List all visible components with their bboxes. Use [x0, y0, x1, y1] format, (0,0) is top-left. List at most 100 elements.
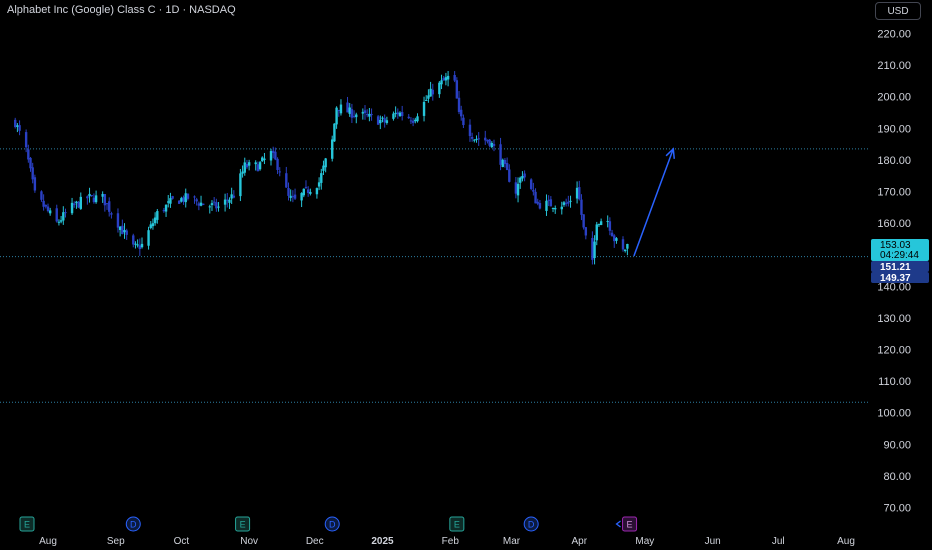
candle[interactable]	[123, 223, 126, 239]
candle[interactable]	[608, 217, 612, 236]
candle[interactable]	[324, 157, 327, 173]
candle[interactable]	[108, 197, 111, 217]
candle[interactable]	[591, 231, 594, 265]
candle[interactable]	[407, 113, 410, 120]
candle[interactable]	[549, 196, 553, 207]
candle[interactable]	[333, 123, 336, 142]
candle[interactable]	[547, 195, 550, 207]
candle[interactable]	[149, 221, 152, 230]
candle[interactable]	[473, 139, 476, 143]
candle[interactable]	[462, 114, 465, 129]
candle[interactable]	[134, 241, 137, 249]
candle[interactable]	[136, 239, 139, 248]
candle[interactable]	[300, 192, 303, 208]
candle[interactable]	[569, 195, 572, 208]
candle[interactable]	[379, 115, 382, 130]
candle[interactable]	[306, 186, 310, 197]
candle[interactable]	[595, 221, 598, 246]
candle[interactable]	[197, 201, 201, 211]
candle[interactable]	[337, 109, 340, 117]
candle[interactable]	[521, 171, 524, 182]
candle[interactable]	[427, 89, 430, 103]
candle[interactable]	[564, 198, 568, 207]
candle[interactable]	[317, 177, 321, 191]
candle[interactable]	[256, 161, 260, 172]
candle[interactable]	[48, 207, 52, 216]
candle[interactable]	[492, 139, 496, 152]
candle[interactable]	[551, 207, 555, 213]
candle[interactable]	[446, 70, 450, 87]
candle[interactable]	[396, 108, 400, 119]
candle[interactable]	[287, 182, 290, 201]
candle[interactable]	[285, 166, 288, 188]
dividend-marker[interactable]: D	[523, 516, 539, 532]
candle[interactable]	[46, 203, 50, 213]
candle[interactable]	[554, 205, 557, 214]
candle[interactable]	[230, 187, 233, 204]
candle[interactable]	[503, 158, 507, 168]
candle[interactable]	[223, 193, 227, 212]
candle[interactable]	[14, 117, 17, 129]
candle[interactable]	[597, 223, 601, 227]
candle[interactable]	[90, 194, 93, 197]
candle[interactable]	[414, 117, 417, 124]
earnings-marker[interactable]: E	[615, 516, 638, 532]
candle[interactable]	[363, 105, 367, 120]
candle[interactable]	[514, 176, 518, 199]
candle[interactable]	[398, 111, 402, 117]
candle[interactable]	[610, 229, 614, 237]
candle[interactable]	[453, 71, 456, 83]
candle[interactable]	[16, 123, 19, 133]
earnings-marker[interactable]: E	[235, 516, 251, 532]
candle[interactable]	[304, 180, 308, 189]
candle[interactable]	[409, 117, 413, 125]
candle[interactable]	[457, 90, 461, 115]
candle[interactable]	[138, 238, 142, 256]
candle[interactable]	[516, 177, 520, 203]
candle[interactable]	[425, 95, 428, 101]
candle[interactable]	[400, 105, 404, 121]
candle[interactable]	[291, 190, 295, 203]
candle[interactable]	[110, 211, 113, 219]
candle[interactable]	[529, 178, 533, 191]
candle[interactable]	[499, 137, 502, 171]
candle[interactable]	[477, 132, 480, 146]
candle[interactable]	[536, 198, 539, 206]
candle[interactable]	[381, 116, 384, 123]
candle[interactable]	[271, 146, 275, 159]
candle[interactable]	[376, 114, 380, 125]
candle[interactable]	[77, 201, 80, 209]
candle[interactable]	[567, 195, 570, 207]
candle[interactable]	[438, 81, 441, 98]
candle[interactable]	[92, 193, 96, 204]
candle[interactable]	[538, 200, 542, 210]
candle[interactable]	[212, 197, 216, 206]
candle[interactable]	[615, 237, 618, 244]
candle[interactable]	[490, 141, 494, 149]
candle[interactable]	[101, 191, 104, 203]
candle[interactable]	[153, 212, 157, 226]
candle[interactable]	[210, 200, 214, 211]
candle[interactable]	[88, 187, 91, 203]
candle[interactable]	[147, 226, 150, 250]
candle[interactable]	[366, 109, 369, 118]
candle[interactable]	[217, 201, 220, 212]
candle[interactable]	[118, 225, 122, 237]
candle[interactable]	[94, 190, 98, 204]
candle[interactable]	[121, 219, 124, 235]
candle[interactable]	[180, 196, 183, 203]
candle[interactable]	[226, 192, 229, 208]
candle[interactable]	[370, 108, 373, 121]
candle[interactable]	[505, 157, 509, 171]
candle[interactable]	[202, 203, 205, 206]
candle[interactable]	[140, 237, 144, 249]
candle[interactable]	[42, 194, 45, 211]
candle[interactable]	[243, 157, 246, 176]
currency-button[interactable]: USD	[875, 2, 921, 20]
candle[interactable]	[523, 170, 526, 182]
candle[interactable]	[582, 214, 585, 230]
candle[interactable]	[132, 233, 135, 248]
candle[interactable]	[274, 147, 277, 161]
candle[interactable]	[269, 148, 273, 166]
candle[interactable]	[289, 189, 292, 202]
